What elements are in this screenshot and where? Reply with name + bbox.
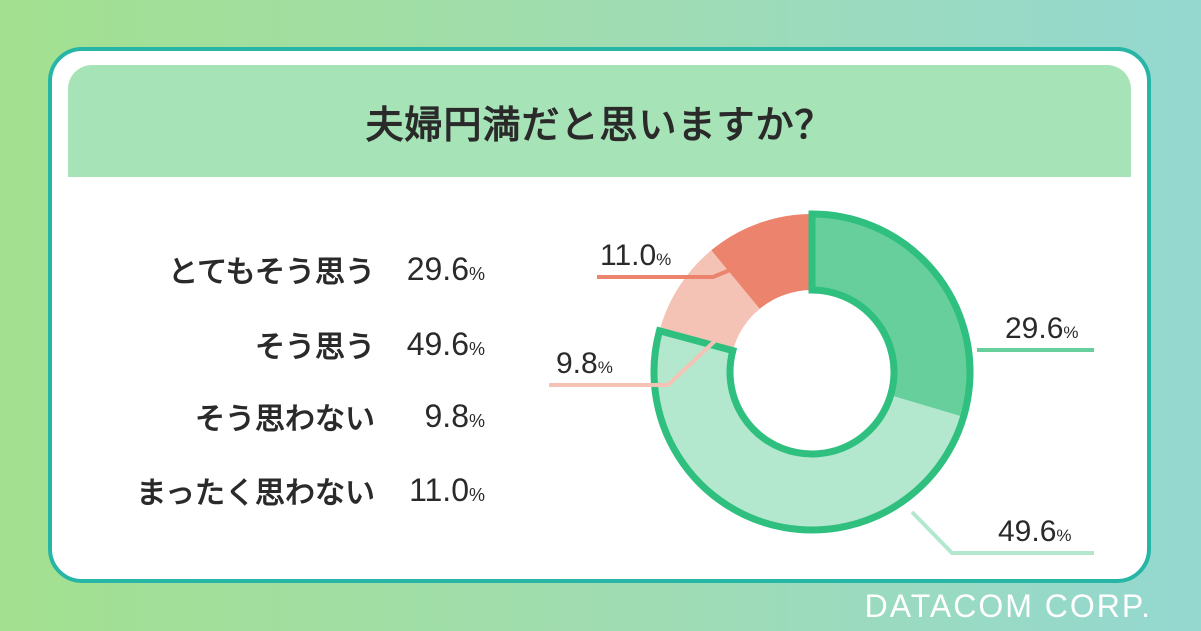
leader-line bbox=[910, 510, 1094, 555]
data-label: 9.8% bbox=[556, 347, 613, 380]
chart-title: 夫婦円満だと思いますか？ bbox=[365, 102, 834, 147]
chart-card: 夫婦円満だと思いますか？ bbox=[48, 47, 1151, 583]
leader-line bbox=[597, 266, 736, 279]
slice-very-agree bbox=[812, 214, 970, 418]
legend-row-disagree: そう思わない 9.8% bbox=[60, 391, 500, 441]
legend-row-very-agree: とてもそう思う 29.6% bbox=[60, 244, 500, 294]
data-label: 49.6% bbox=[998, 515, 1072, 548]
legend-label: そう思わない bbox=[195, 402, 375, 437]
slice-agree bbox=[653, 330, 964, 531]
legend-row-strongly-disagree: まったく思わない 11.0% bbox=[60, 465, 500, 515]
data-label: 29.6% bbox=[1005, 312, 1079, 345]
data-label: 11.0% bbox=[600, 239, 671, 272]
legend-value: 11.0% bbox=[409, 471, 485, 508]
slice-disagree bbox=[659, 250, 760, 351]
legend-row-agree: そう思う 49.6% bbox=[60, 319, 500, 369]
leader-line bbox=[549, 336, 720, 387]
legend-label: とてもそう思う bbox=[168, 255, 375, 290]
legend-value: 29.6% bbox=[406, 250, 485, 287]
agree-outline bbox=[650, 210, 974, 534]
legend-label: まったく思わない bbox=[136, 476, 375, 511]
company-name: DATACOM CORP. bbox=[864, 588, 1152, 624]
legend-value: 9.8% bbox=[424, 397, 486, 434]
legend-label: そう思う bbox=[255, 330, 375, 365]
legend-value: 49.6% bbox=[406, 325, 485, 362]
slice-strongly-disagree bbox=[711, 214, 812, 309]
title-banner: 夫婦円満だと思いますか？ bbox=[68, 65, 1131, 177]
